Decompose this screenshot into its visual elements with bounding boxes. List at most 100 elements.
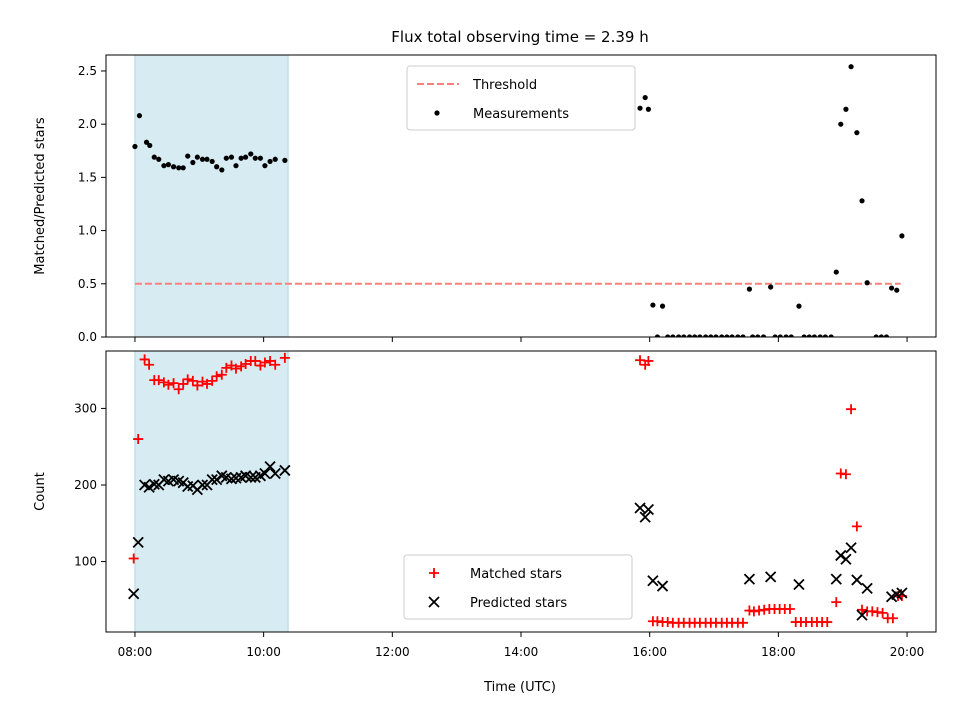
legend-label: Predicted stars: [470, 596, 567, 611]
data-point: [703, 334, 709, 337]
data-point: [659, 303, 666, 309]
data-point: [143, 139, 150, 145]
y-tick-label: 200: [74, 478, 97, 492]
data-point: [156, 156, 162, 162]
data-point: [252, 155, 258, 161]
data-point: [845, 542, 857, 554]
data-point: [139, 354, 150, 365]
data-point: [148, 478, 160, 490]
legend-label: Matched stars: [470, 567, 562, 582]
data-point: [692, 334, 698, 337]
data-point: [642, 94, 648, 101]
data-point: [204, 156, 210, 162]
data-point: [645, 106, 651, 112]
data-point: [772, 334, 778, 337]
y-tick-label: 1.0: [78, 224, 97, 238]
data-point: [686, 334, 693, 337]
data-point: [165, 162, 172, 168]
data-point: [250, 355, 261, 366]
data-point: [637, 105, 643, 111]
legend: Matched stars Predicted stars: [403, 554, 633, 620]
data-point: [873, 334, 879, 337]
data-point: [883, 334, 890, 337]
y-tick-label: 2.0: [78, 117, 97, 131]
legend-label: Measurements: [473, 107, 569, 122]
data-point: [190, 159, 196, 166]
data-point: [768, 284, 774, 290]
y-axis-label: Matched/Predicted stars: [33, 117, 48, 275]
data-point: [656, 580, 669, 592]
data-point: [128, 588, 140, 600]
data-point: [230, 363, 241, 374]
data-point: [161, 163, 167, 169]
y-tick-label: 0.5: [78, 277, 97, 291]
data-point: [223, 155, 229, 161]
data-point: [896, 587, 908, 599]
data-point: [835, 549, 847, 562]
data-point: [843, 106, 849, 112]
y-tick-label: 1.5: [78, 170, 97, 184]
data-point: [182, 374, 193, 385]
data-point: [194, 154, 200, 160]
legend-marker: [434, 110, 440, 116]
data-point: [245, 471, 257, 483]
data-point: [206, 473, 218, 486]
data-point: [168, 378, 179, 389]
data-point: [737, 617, 748, 628]
data-point: [163, 379, 174, 390]
data-point: [899, 233, 905, 239]
x-tick-label: 14:00: [504, 645, 539, 659]
data-point: [133, 434, 144, 445]
data-point: [735, 334, 741, 337]
data-point: [151, 154, 157, 160]
data-point: [158, 377, 169, 388]
data-point: [197, 376, 208, 387]
data-point: [272, 156, 278, 162]
data-point: [697, 334, 703, 337]
data-point: [838, 121, 844, 127]
data-point: [187, 375, 198, 386]
data-point: [635, 355, 646, 366]
data-point: [878, 334, 884, 337]
data-point: [207, 375, 218, 386]
data-point: [647, 575, 659, 587]
data-point: [750, 334, 756, 337]
data-point: [270, 359, 281, 370]
data-point: [180, 165, 186, 171]
data-point: [746, 286, 753, 292]
data-point: [777, 334, 783, 337]
data-point: [856, 609, 868, 621]
data-point: [202, 378, 213, 389]
data-point: [848, 64, 854, 70]
data-point: [877, 607, 888, 618]
data-point: [676, 334, 682, 337]
data-point: [248, 151, 254, 157]
data-point: [840, 469, 851, 480]
data-point: [894, 287, 900, 293]
data-point: [211, 473, 223, 486]
y-axis-label: Count: [33, 472, 48, 511]
data-point: [178, 378, 189, 389]
data-point: [282, 157, 288, 163]
data-point: [176, 165, 182, 171]
data-point: [259, 467, 271, 480]
data-point: [760, 334, 767, 337]
data-point: [729, 334, 735, 337]
series-predicted-stars: [128, 460, 908, 621]
plot-area: [132, 64, 905, 337]
data-point: [144, 359, 155, 370]
data-point: [209, 158, 215, 165]
chart-title: Flux total observing time = 2.39 h: [391, 28, 648, 46]
data-point: [708, 334, 714, 337]
data-point: [267, 158, 273, 165]
data-point: [196, 479, 209, 491]
x-tick-label: 12:00: [375, 645, 410, 659]
data-point: [831, 597, 842, 608]
data-point: [788, 334, 794, 337]
data-point: [185, 153, 191, 159]
data-point: [136, 113, 143, 119]
data-point: [219, 167, 225, 173]
data-point: [269, 467, 281, 480]
data-point: [257, 155, 264, 161]
x-tick-label: 20:00: [890, 645, 925, 659]
